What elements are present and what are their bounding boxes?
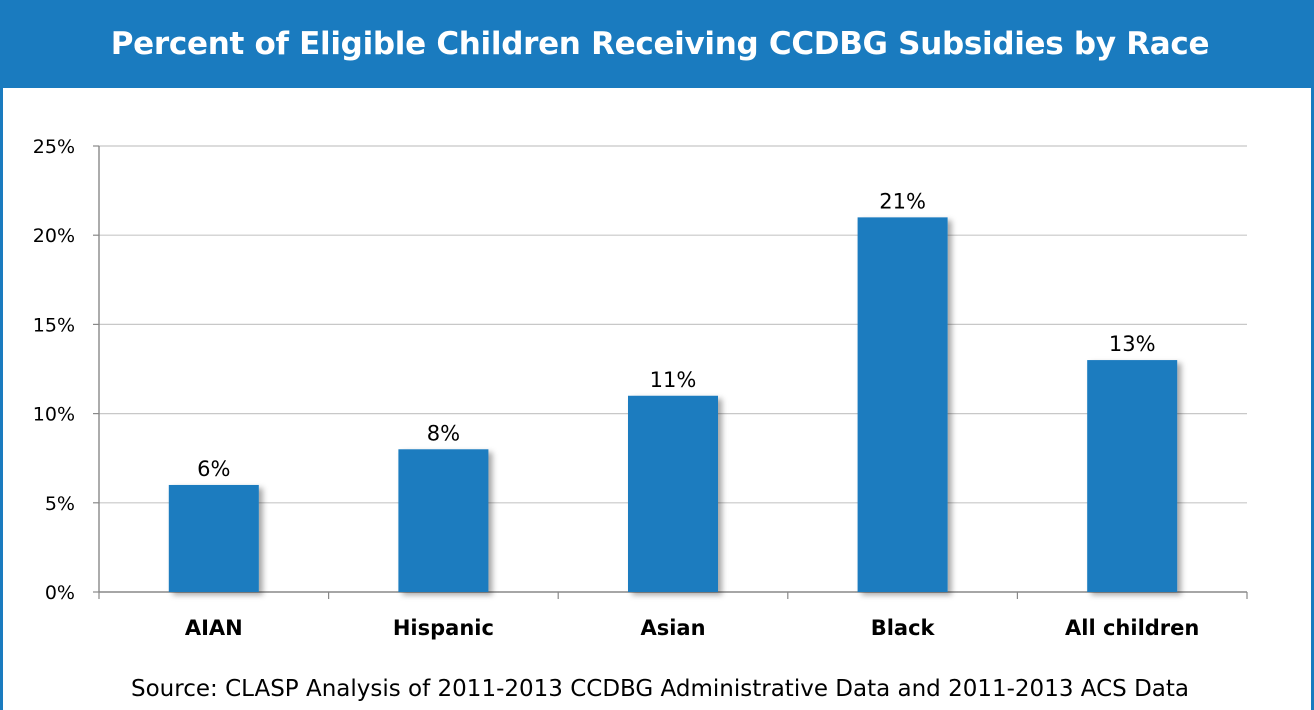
y-tick-label: 5%	[45, 493, 75, 515]
data-label: 13%	[1109, 332, 1156, 356]
data-label: 8%	[427, 421, 460, 445]
bar-all-children	[1087, 360, 1178, 592]
y-tick-label: 15%	[33, 314, 75, 336]
bar-chart: 0% 5% 10% 15% 20% 25% 6% AIAN 8% Hispanic 11% Asian…	[33, 136, 1248, 640]
bar-black	[857, 217, 948, 593]
category-label: AIAN	[185, 616, 243, 640]
category-label: Asian	[640, 616, 705, 640]
data-label: 6%	[197, 457, 230, 481]
chart-title: Percent of Eligible Children Receiving C…	[110, 26, 1210, 62]
y-tick-label: 0%	[45, 582, 75, 604]
bar-aian	[168, 484, 259, 592]
bar-hispanic	[398, 449, 489, 592]
title-bar: Percent of Eligible Children Receiving C…	[3, 0, 1314, 88]
labels: 0% 5% 10% 15% 20% 25% 6% AIAN 8% Hispanic 11% Asian…	[33, 136, 1200, 640]
y-tick-label: 25%	[33, 136, 75, 158]
y-tick-label: 10%	[33, 404, 75, 426]
bar-asian	[628, 395, 718, 592]
bars	[168, 217, 1178, 593]
data-label: 11%	[650, 368, 697, 392]
source-note: Source: CLASP Analysis of 2011-2013 CCDB…	[131, 676, 1189, 702]
category-label: All children	[1065, 616, 1199, 640]
category-label: Black	[871, 616, 936, 640]
category-label: Hispanic	[393, 616, 494, 640]
y-tick-label: 20%	[33, 225, 75, 247]
data-label: 21%	[879, 189, 926, 213]
